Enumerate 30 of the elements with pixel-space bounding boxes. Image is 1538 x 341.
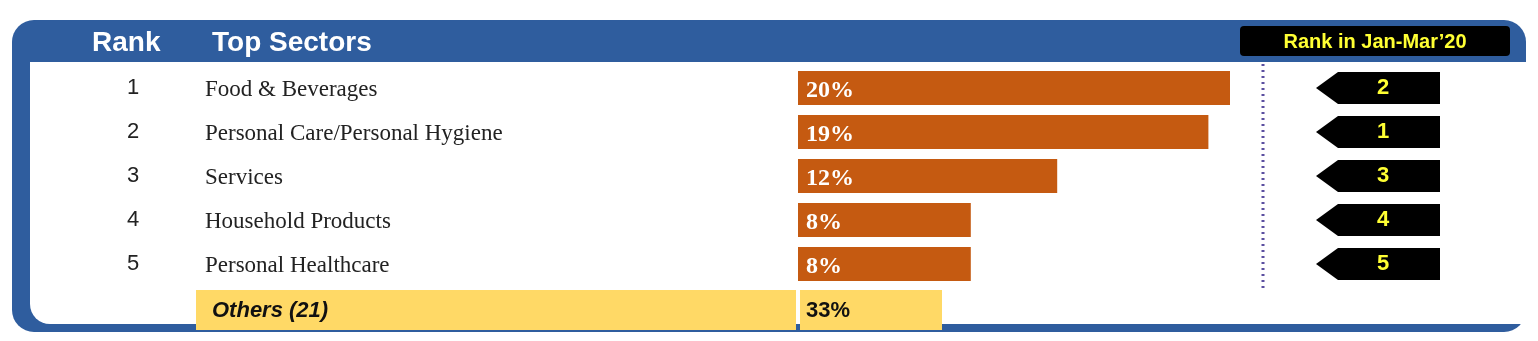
- data-label: 8%: [806, 208, 842, 234]
- bar: [798, 203, 971, 237]
- data-label: 8%: [806, 252, 842, 278]
- data-label: 19%: [806, 120, 854, 146]
- text: 33%: [806, 297, 851, 323]
- bar: [798, 115, 1209, 149]
- y-tick-label: Food & Beverages: [205, 76, 378, 101]
- text: 4: [1375, 206, 1391, 232]
- text: 4: [125, 206, 141, 232]
- text: 1: [125, 74, 141, 100]
- y-tick-label: Personal Healthcare: [205, 252, 390, 277]
- bar: [798, 71, 1230, 105]
- y-tick-label: Services: [205, 164, 283, 189]
- text: Rank: [92, 26, 161, 58]
- bar: [798, 247, 971, 281]
- text: 5: [1375, 250, 1391, 276]
- y-tick-label: Personal Care/Personal Hygiene: [205, 120, 503, 145]
- text: 3: [1375, 162, 1391, 188]
- bar: [798, 159, 1058, 193]
- text: 3: [125, 162, 141, 188]
- y-tick-label: Household Products: [205, 208, 391, 233]
- text: Others (21): [212, 297, 329, 323]
- text: Rank in Jan-Mar’20: [1240, 26, 1510, 56]
- text: 1: [1375, 118, 1391, 144]
- text: 5: [125, 250, 141, 276]
- data-label: 12%: [806, 164, 854, 190]
- text: 2: [1375, 74, 1391, 100]
- data-label: 20%: [806, 76, 854, 102]
- text: 2: [125, 118, 141, 144]
- text: Top Sectors: [212, 26, 372, 58]
